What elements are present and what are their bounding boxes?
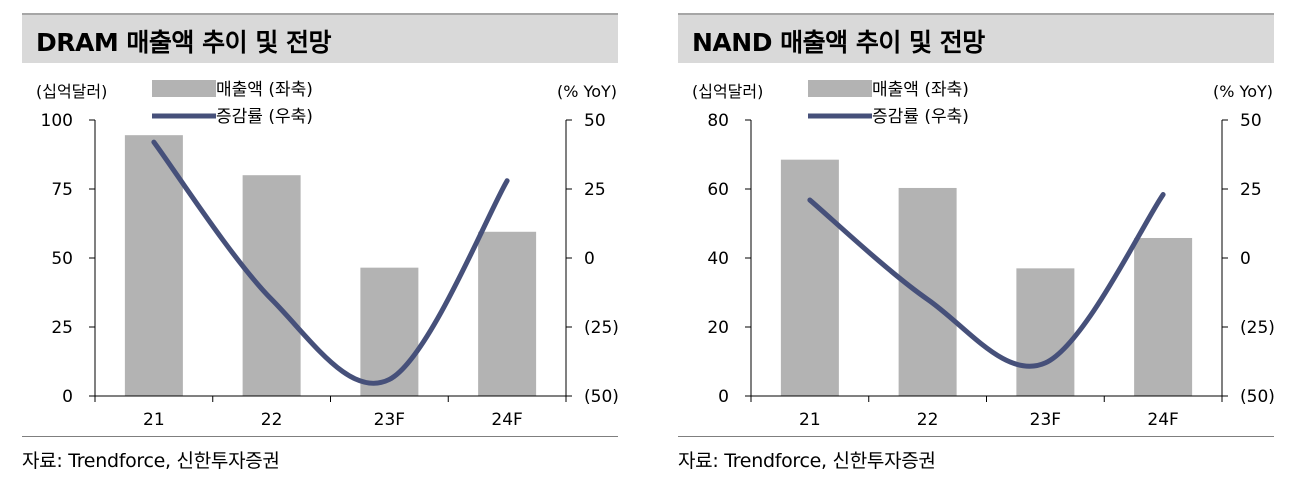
- right-tick-label: 50: [584, 111, 606, 131]
- right-tick-label: (50): [584, 387, 618, 407]
- chart-title-bar: NAND 매출액 추이 및 전망: [678, 13, 1274, 63]
- right-tick-label: 50: [1240, 111, 1262, 131]
- dram-chart: 100 75 50 25 0 50 25 0 (25) (50) 21 22 23F 24F (십억달러) (…: [36, 80, 618, 430]
- right-tick-label: 25: [1240, 180, 1262, 200]
- growth-rate-line: [807, 192, 1166, 369]
- x-tick-label: 22: [917, 410, 939, 430]
- chart-title: NAND 매출액 추이 및 전망: [692, 28, 985, 57]
- x-tick-label: 24F: [1147, 410, 1178, 430]
- nand-chart: 80 60 40 20 0 50 25 0 (25) (50) 21 22 23F 24F (십억달러) (%…: [692, 80, 1274, 430]
- right-axis-label: (% YoY): [557, 82, 617, 101]
- right-tick-label: (25): [1240, 318, 1274, 338]
- source-divider: [678, 436, 1274, 437]
- source-note: 자료: Trendforce, 신한투자증권: [22, 450, 280, 472]
- right-tick-label: 0: [584, 249, 595, 269]
- legend-bar-swatch: [152, 80, 216, 97]
- dram-chart-panel: DRAM 매출액 추이 및 전망 100 75 50 25 0 50 25 0 (25) (50)…: [0, 0, 618, 480]
- growth-rate-line: [151, 139, 510, 386]
- left-tick-label: 50: [51, 249, 73, 269]
- bar: [1016, 268, 1075, 396]
- left-axis-label: (십억달러): [692, 82, 763, 101]
- left-tick-label: 75: [51, 180, 73, 200]
- left-tick-label: 0: [62, 387, 73, 407]
- left-tick-label: 40: [707, 249, 729, 269]
- left-tick-label: 80: [707, 111, 729, 131]
- right-tick-label: 0: [1240, 249, 1251, 269]
- x-tick-label: 23F: [374, 410, 405, 430]
- x-tick-label: 21: [143, 410, 165, 430]
- right-axis-label: (% YoY): [1213, 82, 1273, 101]
- right-tick-label: (25): [584, 318, 618, 338]
- left-tick-label: 100: [41, 111, 73, 131]
- bar: [780, 159, 839, 396]
- bar: [1134, 237, 1193, 396]
- left-tick-label: 20: [707, 318, 729, 338]
- left-axis-label: (십억달러): [36, 82, 107, 101]
- right-tick-label: 25: [584, 180, 606, 200]
- x-tick-label: 23F: [1030, 410, 1061, 430]
- left-tick-label: 60: [707, 180, 729, 200]
- legend-bar-label: 매출액 (좌축): [216, 80, 313, 100]
- legend-line-label: 증감률 (우축): [872, 107, 969, 127]
- legend-line-label: 증감률 (우축): [216, 107, 313, 127]
- bar: [242, 175, 301, 396]
- left-tick-label: 0: [718, 387, 729, 407]
- legend-bar-label: 매출액 (좌축): [872, 80, 969, 100]
- right-tick-label: (50): [1240, 387, 1274, 407]
- bar: [360, 267, 419, 396]
- bar: [478, 231, 537, 396]
- bar: [124, 135, 183, 396]
- left-tick-label: 25: [51, 318, 73, 338]
- x-tick-label: 21: [799, 410, 821, 430]
- source-note: 자료: Trendforce, 신한투자증권: [678, 450, 936, 472]
- legend-bar-swatch: [808, 80, 872, 97]
- x-tick-label: 24F: [491, 410, 522, 430]
- bar: [898, 187, 957, 396]
- x-tick-label: 22: [261, 410, 283, 430]
- chart-title-bar: DRAM 매출액 추이 및 전망: [22, 13, 618, 63]
- chart-title: DRAM 매출액 추이 및 전망: [36, 28, 332, 57]
- nand-chart-panel: NAND 매출액 추이 및 전망 80 60 40 20 0 50 25 0 (25) (50) 2…: [656, 0, 1274, 480]
- source-divider: [22, 436, 618, 437]
